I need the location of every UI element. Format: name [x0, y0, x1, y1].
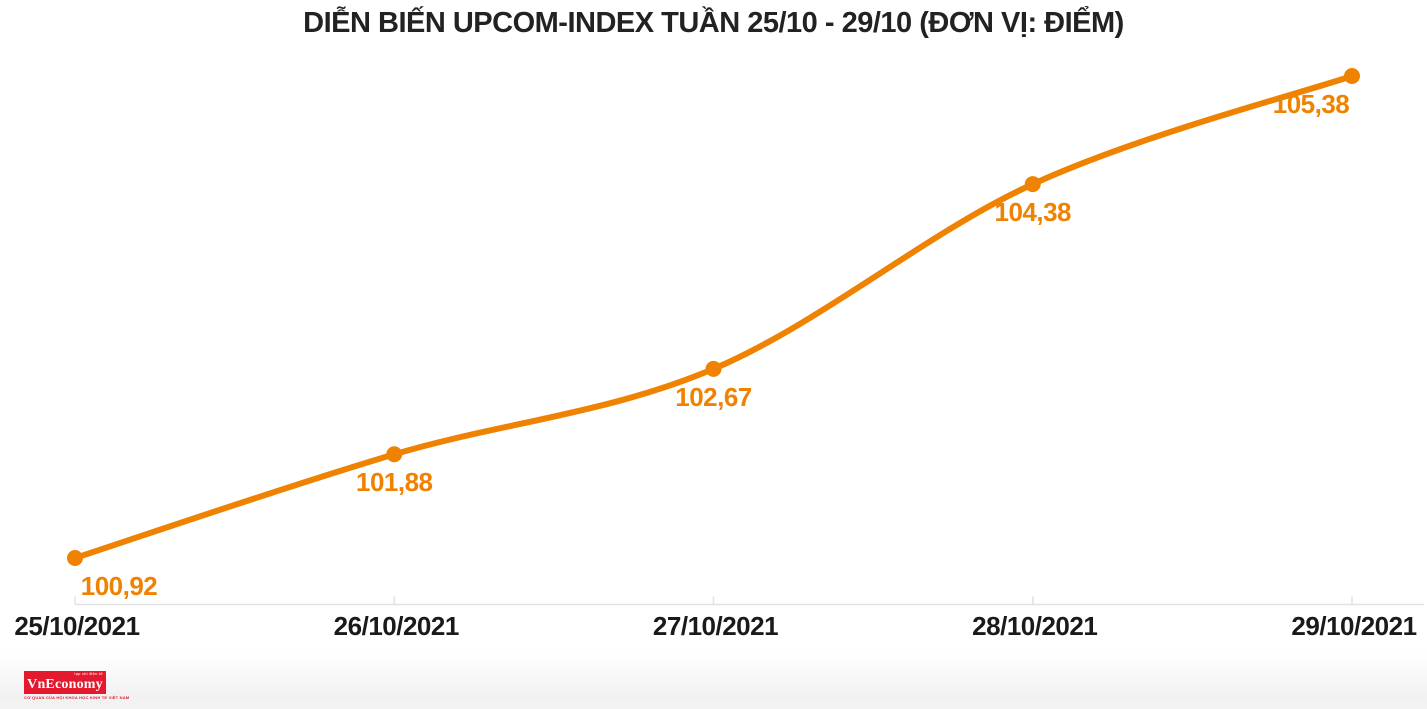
data-point-marker — [1344, 68, 1360, 84]
data-point-label: 104,38 — [994, 197, 1072, 228]
data-point-label: 101,88 — [355, 467, 433, 498]
data-point-label: 105,38 — [1272, 89, 1350, 119]
x-axis-label: 27/10/2021 — [652, 611, 779, 641]
data-point-marker — [1024, 176, 1041, 193]
logo-tagline-top: tạp chí điện tử — [74, 671, 103, 676]
x-axis-label: 25/10/2021 — [14, 611, 140, 641]
data-point-marker — [705, 360, 722, 377]
data-point-label: 102,67 — [675, 381, 752, 412]
logo-wordmark: VnEconomy — [27, 677, 103, 692]
x-axis-label: 26/10/2021 — [333, 611, 460, 641]
data-point-marker — [67, 550, 83, 566]
vneconomy-logo: tạp chí điện tử VnEconomy CƠ QUAN CỦA HỘ… — [24, 671, 130, 700]
vneconomy-logo-box: tạp chí điện tử VnEconomy — [24, 671, 106, 694]
logo-tagline-bottom: CƠ QUAN CỦA HỘI KHOA HỌC KINH TẾ VIỆT NA… — [24, 695, 130, 700]
x-axis-label: 29/10/2021 — [1291, 611, 1417, 641]
index-line-series — [72, 73, 1355, 561]
data-point-marker — [386, 446, 403, 463]
x-axis-label: 28/10/2021 — [972, 611, 1098, 641]
data-point-label: 100,92 — [80, 571, 158, 601]
chart-title: DIỄN BIẾN UPCOM-INDEX TUẦN 25/10 - 29/10… — [303, 7, 1124, 39]
